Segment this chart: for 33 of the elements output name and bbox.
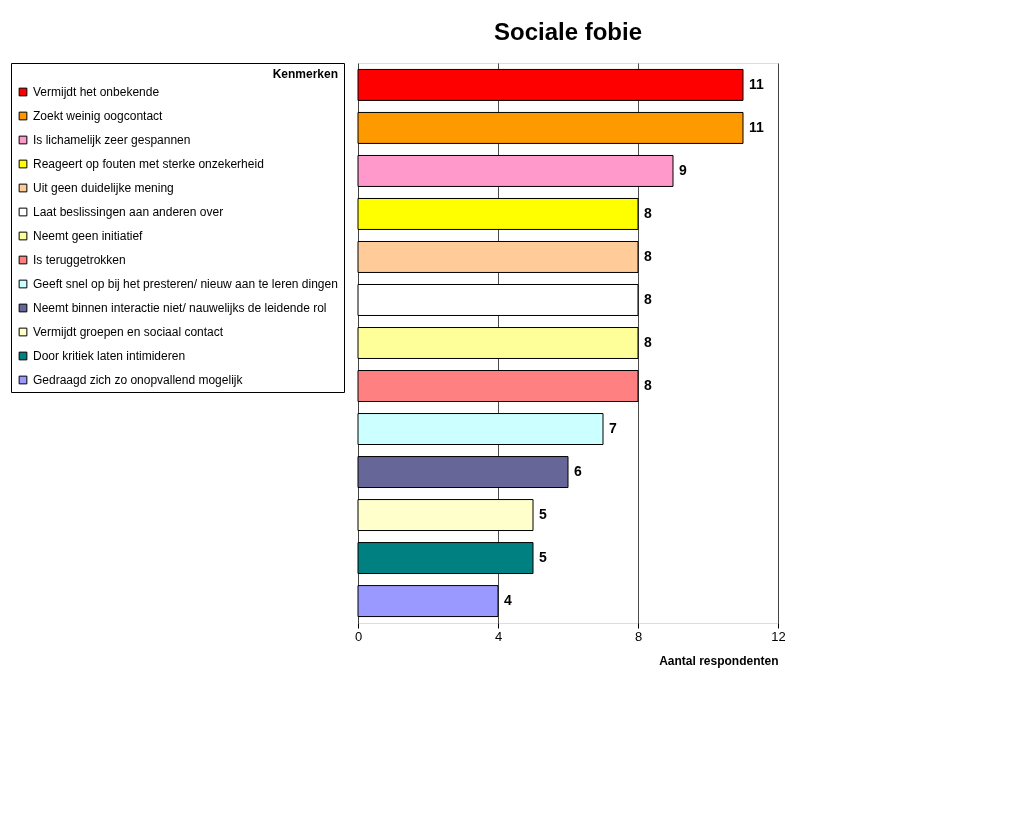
data-label: 8 bbox=[644, 247, 652, 264]
x-tick-label: 4 bbox=[494, 628, 503, 644]
legend-label: Vermijdt groepen en sociaal contact bbox=[33, 325, 224, 339]
legend-label: Reageert op fouten met sterke onzekerheid bbox=[33, 157, 264, 171]
data-label: 8 bbox=[644, 334, 652, 350]
legend-label: Neemt binnen interactie niet/ nauwelijks de leidende rol bbox=[33, 301, 327, 315]
data-label: 11 bbox=[749, 118, 765, 135]
chart-title: Sociale fobie bbox=[493, 17, 643, 45]
data-label: 5 bbox=[539, 506, 547, 523]
x-tick-label: 12 bbox=[771, 628, 786, 644]
data-label: 9 bbox=[679, 161, 687, 178]
legend-label: Geeft snel op bij het presteren/ nieuw aan te leren dingen bbox=[33, 277, 338, 291]
legend-label: Door kritiek laten intimideren bbox=[33, 349, 186, 363]
data-label: 6 bbox=[574, 463, 582, 480]
x-tick-label: 0 bbox=[354, 628, 363, 644]
data-label: 11 bbox=[749, 75, 765, 92]
x-axis-title: Aantal respondenten bbox=[659, 653, 779, 668]
legend-label: Zoekt weinig oogcontact bbox=[33, 109, 164, 123]
legend-label: Vermijdt het onbekende bbox=[33, 85, 160, 99]
x-tick-label: 8 bbox=[634, 628, 643, 644]
legend-title: Kenmerken bbox=[272, 67, 338, 81]
data-label: 8 bbox=[644, 290, 652, 307]
legend-label: Laat beslissingen aan anderen over bbox=[33, 205, 224, 219]
data-label: 5 bbox=[539, 549, 547, 566]
data-label: 8 bbox=[644, 377, 652, 394]
legend-label: Is teruggetrokken bbox=[33, 253, 126, 267]
data-label: 4 bbox=[504, 592, 512, 609]
legend-label: Gedraagd zich zo onopvallend mogelijk bbox=[33, 373, 244, 387]
legend-label: Is lichamelijk zeer gespannen bbox=[33, 133, 191, 147]
legend-label: Uit geen duidelijke mening bbox=[33, 181, 174, 195]
data-label: 8 bbox=[644, 204, 652, 221]
legend-label: Neemt geen initiatief bbox=[33, 229, 144, 243]
data-label: 7 bbox=[609, 420, 617, 437]
